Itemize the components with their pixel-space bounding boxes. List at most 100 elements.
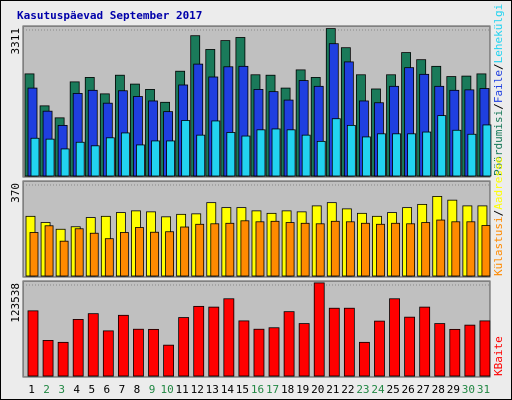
bar-pages-day-16-body — [256, 129, 266, 177]
bar-kbytes-day-31 — [479, 320, 491, 377]
x-tick-label-day-18: 18 — [281, 383, 294, 396]
bar-pages-day-14 — [226, 132, 236, 177]
x-tick-label-day-24: 24 — [371, 383, 385, 396]
legend-hits-files-pages-part-4: Lehekülgi — [492, 4, 505, 64]
bar-sites-day-5-body — [89, 232, 99, 277]
bar-sites-day-19 — [300, 222, 310, 277]
bar-kbytes-day-8 — [133, 328, 144, 377]
bar-pages-day-18-body — [286, 129, 296, 177]
bar-sites-day-23 — [361, 222, 370, 277]
x-tick-label-day-16: 16 — [251, 383, 264, 396]
bar-pages-day-22 — [346, 124, 356, 177]
x-tick-label-day-7: 7 — [119, 383, 126, 396]
bar-pages-day-2-body — [45, 138, 55, 177]
bar-pages-day-11 — [181, 120, 191, 177]
x-tick-label-day-10: 10 — [160, 383, 173, 396]
bar-sites-day-21-body — [330, 220, 340, 277]
bar-pages-day-20-body — [316, 140, 326, 177]
bar-sites-day-17-body — [270, 220, 280, 277]
bar-kbytes-day-2 — [42, 340, 54, 377]
y-max-label: 123538 — [9, 283, 22, 323]
x-tick-label-day-22: 22 — [341, 383, 354, 396]
bar-sites-day-9 — [150, 231, 159, 277]
x-tick-label-day-12: 12 — [191, 383, 204, 396]
legend-visits-sites: Külastusi/Aadresse — [492, 157, 505, 276]
y-max-label: 3311 — [9, 28, 22, 55]
bar-kbytes-day-22-body — [343, 307, 355, 377]
bar-sites-day-15 — [240, 220, 250, 277]
bar-kbytes-day-2-body — [42, 340, 54, 377]
bar-pages-day-27 — [422, 131, 432, 177]
bar-kbytes-day-23 — [359, 341, 370, 377]
bar-sites-day-30-body — [466, 221, 476, 277]
bar-pages-day-18 — [286, 129, 296, 177]
bar-pages-day-20 — [316, 140, 326, 177]
x-tick-label-day-15: 15 — [236, 383, 249, 396]
bar-sites-day-12-body — [195, 223, 205, 277]
bar-kbytes-day-25 — [389, 298, 400, 377]
bar-kbytes-day-3 — [57, 341, 69, 377]
bar-pages-day-24 — [377, 133, 386, 177]
legend-visits-sites-part-0: Külastusi — [492, 216, 505, 276]
bar-sites-day-16 — [255, 221, 265, 277]
bar-kbytes-day-3-body — [57, 341, 69, 377]
bar-kbytes-day-11-body — [178, 317, 190, 377]
bar-sites-day-23-body — [361, 222, 370, 277]
x-tick-label-day-30: 30 — [462, 383, 475, 396]
legend-kbytes-part-0: KBaite — [492, 336, 505, 376]
legend-hits-files-pages-part-3: / — [492, 63, 505, 70]
bar-sites-day-18-body — [285, 222, 295, 277]
bar-pages-day-25 — [392, 133, 401, 177]
bar-sites-day-11-body — [180, 226, 190, 277]
bar-sites-day-25-body — [391, 222, 400, 277]
bar-pages-day-26 — [407, 133, 417, 177]
bar-kbytes-day-30 — [464, 324, 476, 377]
legend-visits-sites-part-2: Aadresse — [492, 157, 505, 210]
bar-pages-day-4-body — [75, 141, 85, 177]
bar-pages-day-30-body — [467, 133, 477, 177]
bar-pages-day-26-body — [407, 133, 417, 177]
bar-kbytes-day-25-body — [389, 298, 400, 377]
bar-kbytes-day-7 — [117, 314, 129, 377]
bar-kbytes-day-20 — [313, 282, 325, 377]
bar-pages-day-13-body — [211, 120, 221, 177]
bar-sites-day-29 — [451, 221, 461, 277]
bar-sites-day-1 — [29, 232, 39, 277]
bar-sites-day-14 — [225, 222, 235, 277]
bar-kbytes-day-21 — [328, 307, 340, 377]
bar-kbytes-day-29-body — [449, 328, 461, 377]
bar-sites-day-19-body — [300, 222, 310, 277]
bar-pages-day-23-body — [362, 136, 371, 177]
bar-sites-day-3 — [59, 240, 69, 277]
bar-pages-day-8 — [136, 144, 145, 177]
bar-sites-day-14-body — [225, 222, 235, 277]
bar-pages-day-14-body — [226, 132, 236, 177]
bar-kbytes-day-1 — [27, 310, 39, 377]
bar-pages-day-25-body — [392, 133, 401, 177]
bar-sites-day-22 — [345, 221, 355, 277]
bar-kbytes-day-16-body — [253, 328, 265, 377]
legend-hits-files-pages: Pöördumisi/Faile/Lehekülgi — [492, 4, 505, 176]
bar-pages-day-12-body — [196, 134, 206, 177]
x-tick-label-day-8: 8 — [134, 383, 141, 396]
bar-kbytes-day-24 — [374, 320, 385, 377]
bar-pages-day-24-body — [377, 133, 386, 177]
bar-pages-day-16 — [256, 129, 266, 177]
bar-sites-day-25 — [391, 222, 400, 277]
bar-pages-day-31 — [482, 124, 492, 177]
bar-pages-day-19 — [301, 134, 311, 177]
bar-sites-day-29-body — [451, 221, 461, 277]
bar-pages-day-28-body — [437, 115, 447, 177]
legends: Pöördumisi/Faile/LehekülgiKülastusi/Aadr… — [492, 4, 505, 376]
x-tick-label-day-27: 27 — [417, 383, 430, 396]
x-tick-label-day-6: 6 — [104, 383, 111, 396]
bar-pages-day-28 — [437, 115, 447, 177]
x-tick-label-day-19: 19 — [296, 383, 309, 396]
bar-pages-day-12 — [196, 134, 206, 177]
bar-kbytes-day-14-body — [223, 298, 235, 377]
bar-pages-day-31-body — [482, 124, 492, 177]
x-tick-label-day-9: 9 — [149, 383, 156, 396]
bar-kbytes-day-27 — [419, 306, 431, 377]
bar-sites-day-16-body — [255, 221, 265, 277]
y-max-label: 370 — [9, 183, 22, 203]
